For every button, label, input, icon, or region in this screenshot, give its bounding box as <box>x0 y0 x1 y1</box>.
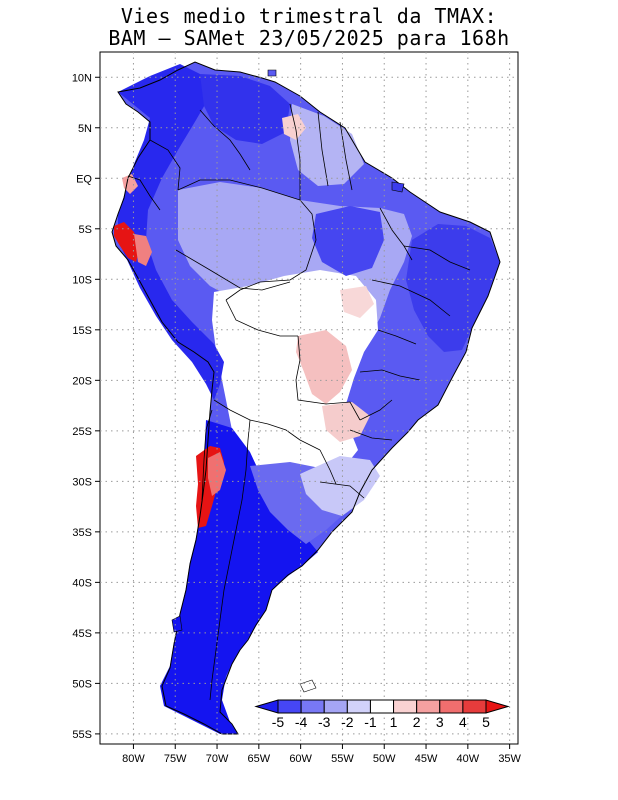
lon-tick-label: 75W <box>164 753 187 765</box>
colorbar-bin <box>277 699 302 714</box>
lat-tick-label: 35S <box>72 527 92 539</box>
lon-tick-label: 80W <box>122 753 145 765</box>
colorbar-label: 1 <box>390 714 398 730</box>
lat-tick-label: 50S <box>72 678 92 690</box>
region-pale-pink-venezuela <box>282 114 306 140</box>
colorbar-bin <box>416 699 441 714</box>
lon-tick-label: 35W <box>498 753 521 765</box>
colorbar-bin <box>323 699 348 714</box>
lon-tick-label: 45W <box>415 753 438 765</box>
colorbar-bin <box>393 699 418 714</box>
map-title-line1: Vies medio trimestral da TMAX: <box>120 4 498 28</box>
colorbar-label: -1 <box>364 714 377 730</box>
region-light-guianas <box>290 104 364 186</box>
colorbar-label: 2 <box>413 714 421 730</box>
lat-tick-label: EQ <box>76 173 92 185</box>
lat-tick-label: 25S <box>72 426 92 438</box>
lon-tick-label: 60W <box>289 753 312 765</box>
lat-tick-label: 40S <box>72 577 92 589</box>
lon-tick-label: 65W <box>248 753 271 765</box>
colorbar-bin <box>439 699 464 714</box>
map-title-line2: BAM – SAMet 23/05/2025 para 168h <box>108 26 510 50</box>
colorbar-label: -5 <box>272 714 285 730</box>
lat-tick-label: 45S <box>72 628 92 640</box>
colorbar-label: -2 <box>341 714 354 730</box>
region-pale-pink-chaco <box>296 330 352 404</box>
region-light-uruguay <box>300 456 380 516</box>
island-trinidad <box>267 69 277 77</box>
island-chiloe <box>171 615 183 633</box>
colorbar-bin <box>346 699 371 714</box>
colorbar-label: -4 <box>295 714 308 730</box>
map-area <box>100 52 518 744</box>
longitude-axis: 80W 75W 70W 65W 60W 55W 50W 45W 40W 35W <box>122 744 522 765</box>
region-pale-pink-north <box>340 286 374 318</box>
region-blue-northeast <box>406 224 500 352</box>
colorbar-label: -3 <box>318 714 331 730</box>
region-blue-amazon-east <box>312 206 384 276</box>
colorbar-arrow-high <box>485 699 510 714</box>
lon-tick-label: 55W <box>331 753 354 765</box>
region-pale-pink-south <box>322 402 370 442</box>
graticule <box>100 52 518 744</box>
latitude-axis: 10N 5N EQ 5S 10S 15S 20S 25S 30S 35S 40S 45S 50S 55S <box>72 72 100 741</box>
lon-tick-label: 70W <box>206 753 229 765</box>
coastline <box>111 61 501 735</box>
island-marajo <box>391 181 405 193</box>
lat-tick-label: 10N <box>72 72 92 84</box>
region-pink-peru <box>134 234 152 266</box>
lat-tick-label: 20S <box>72 375 92 387</box>
region-pink-chile <box>208 452 226 496</box>
colorbar-label: 4 <box>459 714 467 730</box>
colorbar-bin <box>300 699 325 714</box>
colorbar-label: 5 <box>482 714 490 730</box>
lat-tick-label: 10S <box>72 274 92 286</box>
colorbar-label: 3 <box>436 714 444 730</box>
lat-tick-label: 5N <box>78 123 92 135</box>
lon-tick-label: 50W <box>373 753 396 765</box>
region-red-peru-coast <box>114 222 140 262</box>
lat-tick-label: 30S <box>72 476 92 488</box>
colorbar: -5 -4 -3 -2 -1 1 2 3 4 5 <box>254 699 510 730</box>
colorbar-bin <box>462 699 487 714</box>
lon-tick-label: 40W <box>457 753 480 765</box>
lat-tick-label: 15S <box>72 325 92 337</box>
lat-tick-label: 55S <box>72 729 92 741</box>
region-blue-north-coast <box>200 74 290 144</box>
lat-tick-label: 5S <box>79 224 92 236</box>
region-neutral-interior <box>212 270 378 520</box>
colorbar-bin <box>369 699 395 714</box>
region-blue-patagonia <box>160 420 318 734</box>
